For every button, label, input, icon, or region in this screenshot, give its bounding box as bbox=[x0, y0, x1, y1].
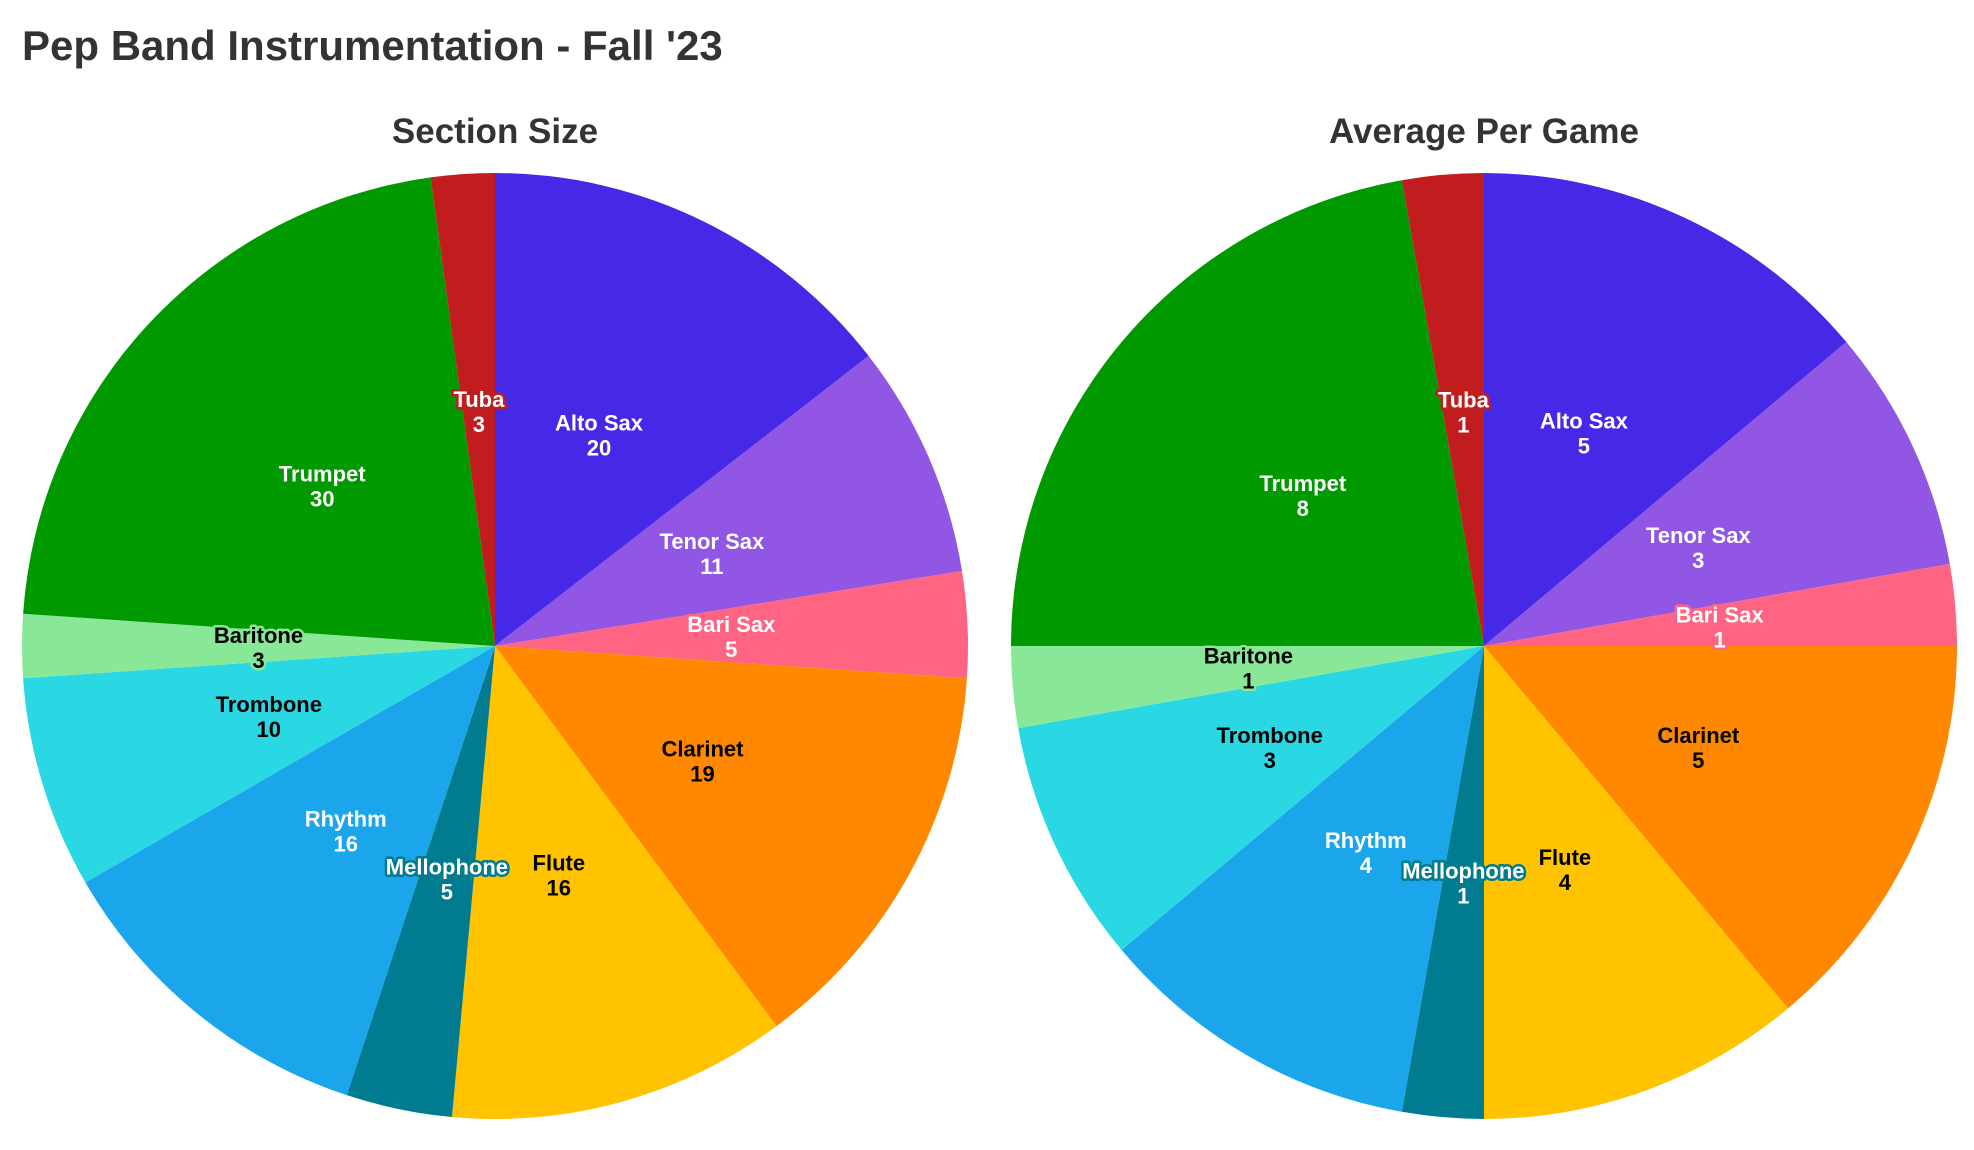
slice-label-bari-sax: Bari Sax 5 bbox=[687, 612, 776, 662]
slice-label-alto-sax: Alto Sax 5 bbox=[1540, 409, 1629, 459]
slice-clarinet bbox=[495, 646, 967, 1027]
slice-label-clarinet: Clarinet 5 bbox=[1657, 723, 1740, 773]
slice-label-baritone: Baritone 3 bbox=[214, 623, 303, 673]
slice-flute bbox=[451, 646, 777, 1120]
slice-label-tenor-sax: Tenor Sax 11 bbox=[660, 529, 766, 579]
slice-trumpet bbox=[1011, 180, 1484, 646]
slice-label-trumpet: Trumpet 30 bbox=[279, 462, 366, 512]
slice-alto-sax bbox=[1484, 172, 1847, 646]
slice-label-baritone: Baritone 1 bbox=[1204, 644, 1293, 694]
slice-label-bari-sax: Bari Sax 1 bbox=[1676, 602, 1765, 652]
slice-trombone bbox=[1018, 646, 1484, 951]
slice-label-flute: Flute 4 bbox=[1539, 845, 1592, 895]
slice-tuba bbox=[1401, 173, 1484, 646]
slice-trumpet bbox=[23, 177, 495, 646]
slice-label-trumpet: Trumpet 8 bbox=[1259, 471, 1346, 521]
section-size-pie: Section Size Alto Sax 20 Tenor Sax 11 Bari Sa… bbox=[21, 112, 969, 1120]
slice-bari-sax bbox=[1484, 563, 1957, 646]
slice-label-mellophone: Mellophone 1 bbox=[1402, 859, 1524, 909]
slice-mellophone bbox=[346, 646, 495, 1118]
slice-label-trombone: Trombone 3 bbox=[1217, 723, 1323, 773]
slice-baritone bbox=[21, 613, 496, 679]
main-title: Pep Band Instrumentation - Fall '23 bbox=[22, 22, 723, 69]
subtitle-average-per-game: Average Per Game bbox=[1329, 112, 1639, 151]
average-per-game-pie: Average Per Game Alto Sax 5 Tenor Sax 3 Bari … bbox=[1011, 112, 1957, 1119]
slice-baritone bbox=[1011, 646, 1484, 729]
slice-label-rhythm: Rhythm 16 bbox=[305, 807, 387, 857]
slice-flute bbox=[1484, 646, 1789, 1119]
slice-label-tuba: Tuba 3 bbox=[453, 387, 505, 437]
slice-tenor-sax bbox=[495, 355, 963, 646]
slice-label-tuba: Tuba 1 bbox=[1438, 387, 1490, 437]
slice-label-trombone: Trombone 10 bbox=[216, 692, 322, 742]
slice-label-rhythm: Rhythm 4 bbox=[1325, 828, 1407, 878]
slice-clarinet bbox=[1484, 646, 1957, 1009]
subtitle-section-size: Section Size bbox=[392, 112, 598, 151]
slice-trombone bbox=[23, 646, 495, 883]
slice-rhythm bbox=[85, 646, 496, 1096]
slice-label-alto-sax: Alto Sax 20 bbox=[555, 411, 644, 461]
slice-label-mellophone: Mellophone 5 bbox=[386, 855, 508, 905]
slice-tenor-sax bbox=[1484, 341, 1950, 646]
slice-label-tenor-sax: Tenor Sax 3 bbox=[1646, 523, 1752, 573]
slice-label-flute: Flute 16 bbox=[533, 851, 586, 901]
slice-tuba bbox=[430, 173, 495, 646]
slice-bari-sax bbox=[495, 570, 969, 679]
slice-label-clarinet: Clarinet 19 bbox=[662, 737, 745, 787]
slice-rhythm bbox=[1121, 646, 1484, 1112]
slice-alto-sax bbox=[495, 173, 869, 646]
slice-mellophone bbox=[1401, 646, 1484, 1119]
